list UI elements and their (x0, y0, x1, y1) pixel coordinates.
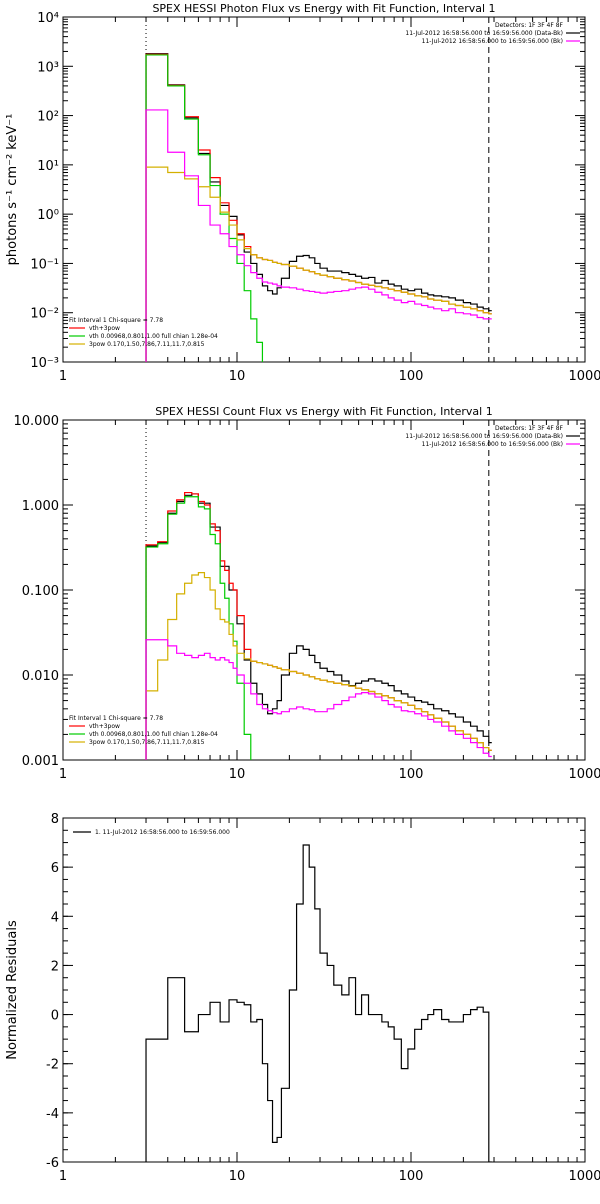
legend-entry: vth 0.00968,0.801,1.00 full chian 1.28e-… (89, 731, 218, 738)
y-tick-label: 10⁻¹ (30, 257, 59, 272)
series-line-3 (146, 55, 265, 367)
chart-panel-3: 1 10 100 1000 -6 -4 -2 0 2 4 6 8 Normalized Residual… (5, 812, 600, 1184)
x-tick-label: 1 (59, 369, 67, 384)
x-tick-label: 100 (399, 767, 424, 782)
x-tick-label: 1 (59, 1169, 67, 1184)
x-tick-label: 10 (229, 369, 246, 384)
y-tick-label: 10³ (37, 60, 59, 75)
series-line-1 (146, 494, 492, 760)
y-tick-label: 0.100 (22, 584, 59, 599)
x-tick-label: 1000 (568, 369, 600, 384)
y-tick-label: 8 (51, 812, 59, 827)
series-line-2 (146, 54, 492, 362)
legend-entry: 1. 11-Jul-2012 16:58:56.000 to 16:59:56.… (95, 829, 230, 836)
legend-entry: Fit Interval 1 Chi-square = 7.78 (69, 715, 163, 722)
y-tick-label: 10.000 (14, 414, 60, 429)
y-tick-label: 4 (51, 910, 59, 925)
y-tick-label: 6 (51, 861, 59, 876)
x-axis: 1 10 100 1000 (59, 420, 600, 782)
y-tick-label: -2 (46, 1058, 59, 1073)
y-tick-label: 10⁴ (37, 11, 59, 26)
legend-bottom-left: Fit Interval 1 Chi-square = 7.78vth+3pow… (69, 715, 218, 746)
legend-entry: Detectors: 1F 3F 4F 8F (495, 425, 564, 432)
legend-entry: 11-Jul-2012 16:58:56.000 to 16:59:56.000… (422, 441, 563, 448)
series-line-2 (146, 493, 492, 760)
y-tick-label: 10⁻³ (30, 356, 59, 371)
legend-entry: vth 0.00968,0.801,1.00 full chian 1.28e-… (89, 333, 218, 340)
legend-bottom-left: Fit Interval 1 Chi-square = 7.78vth+3pow… (69, 317, 218, 348)
x-axis: 1 10 100 1000 (59, 17, 600, 384)
series-line-1 (146, 845, 492, 1162)
x-axis: 1 10 100 1000 (59, 818, 600, 1184)
legend-entry: vth+3pow (89, 325, 120, 332)
series-group (146, 54, 492, 367)
y-tick-label: 2 (51, 959, 59, 974)
y-tick-label: 10⁻² (30, 307, 59, 322)
plot-frame (63, 17, 585, 362)
legend-entry: 11-Jul-2012 16:58:56.000 to 16:59:56.000… (405, 433, 563, 440)
x-tick-label: 1000 (568, 1169, 600, 1184)
chart-panel-1: SPEX HESSI Photon Flux vs Energy with Fi… (5, 2, 600, 384)
chart-title: SPEX HESSI Count Flux vs Energy with Fit… (155, 405, 492, 418)
x-tick-label: 1 (59, 767, 67, 782)
plot-frame (63, 818, 585, 1162)
series-line-1 (146, 54, 492, 362)
y-tick-label: 0.010 (22, 669, 59, 684)
plot-frame (63, 420, 585, 760)
legend-entry: 11-Jul-2012 16:58:56.000 to 16:59:56.000… (422, 38, 563, 45)
legend-entry: vth+3pow (89, 723, 120, 730)
x-tick-label: 10 (229, 767, 246, 782)
x-tick-label: 1000 (568, 767, 600, 782)
y-tick-label: 10⁰ (37, 208, 59, 223)
y-axis-label: photons s⁻¹ cm⁻² keV⁻¹ (5, 114, 20, 266)
y-axis: -6 -4 -2 0 2 4 6 8 (46, 812, 585, 1171)
legend-entry: 3pow 0.170,1.50,7.86,7.11,11.7,0.815 (89, 341, 205, 348)
legend-entry: 11-Jul-2012 16:58:56.000 to 16:59:56.000… (405, 30, 563, 37)
y-tick-label: 10¹ (37, 159, 59, 174)
y-tick-label: 1.000 (22, 499, 59, 514)
legend-entry: Fit Interval 1 Chi-square = 7.78 (69, 317, 163, 324)
x-tick-label: 100 (399, 369, 424, 384)
y-tick-label: 10² (37, 110, 59, 125)
x-tick-label: 100 (399, 1169, 424, 1184)
legend-entry: Detectors: 1F 3F 4F 8F (495, 22, 564, 29)
y-tick-label: 0 (51, 1009, 59, 1024)
series-group (146, 845, 492, 1162)
legend-top-left: 1. 11-Jul-2012 16:58:56.000 to 16:59:56.… (73, 829, 230, 836)
y-tick-label: 0.001 (22, 754, 59, 769)
y-tick-label: -6 (46, 1156, 59, 1171)
chart-panel-2: SPEX HESSI Count Flux vs Energy with Fit… (14, 405, 600, 786)
y-axis-label: Normalized Residuals (5, 920, 20, 1060)
chart-title: SPEX HESSI Photon Flux vs Energy with Fi… (152, 2, 495, 15)
y-tick-label: -4 (46, 1107, 59, 1122)
legend-entry: 3pow 0.170,1.50,7.86,7.11,11.7,0.815 (89, 739, 205, 746)
x-tick-label: 10 (229, 1169, 246, 1184)
